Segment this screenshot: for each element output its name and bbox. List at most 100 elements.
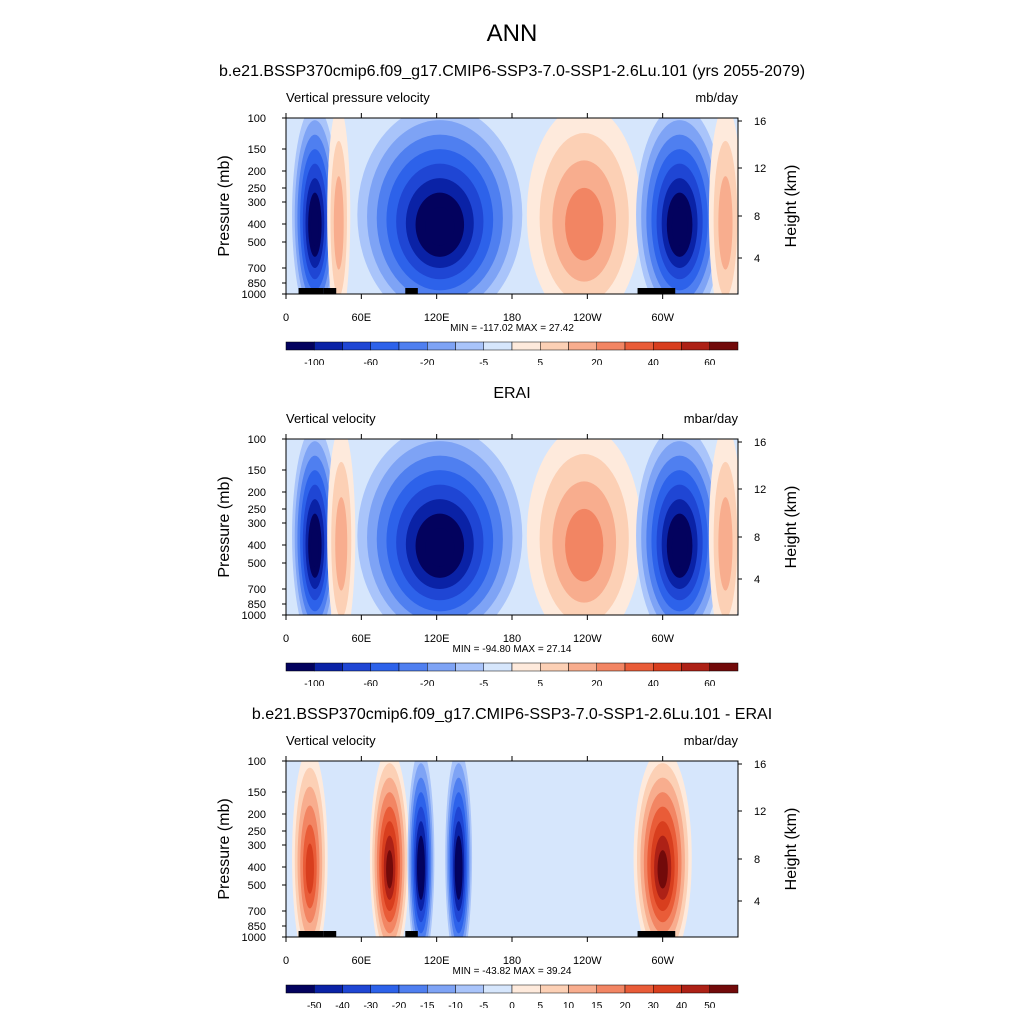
ytick-label: 100	[248, 113, 266, 125]
colorbar-label: -60	[364, 358, 379, 365]
colorbar-swatch	[285, 662, 315, 672]
colorbar-label: -30	[364, 1001, 379, 1008]
colorbar-swatch	[540, 984, 569, 994]
y-axis-label: Pressure (mb)	[216, 798, 233, 899]
east-pacific-descent-band	[565, 508, 604, 582]
ytick-right-label: 16	[754, 116, 766, 128]
colorbar-label: -20	[392, 1001, 407, 1008]
colorbar-label: 5	[537, 1001, 543, 1008]
colorbar-swatch	[398, 662, 428, 672]
south-america-diff-band	[657, 850, 668, 889]
xtick-label: 120W	[573, 955, 602, 967]
ytick-label: 700	[248, 263, 266, 275]
plot-area	[286, 118, 738, 294]
y-axis-right-label: Height (km)	[783, 486, 800, 569]
ytick-label: 850	[248, 921, 266, 933]
colorbar-swatch	[568, 341, 597, 351]
colorbar-swatch	[540, 662, 569, 672]
colorbar-swatch	[653, 341, 682, 351]
xtick-label: 60W	[651, 312, 674, 324]
ytick-label: 250	[248, 826, 266, 838]
xtick-label: 0	[283, 312, 289, 324]
panel-1-right-label: mb/day	[695, 90, 738, 105]
panel-2: Vertical velocity mbar/day 100 150 200 250 3…	[0, 406, 1024, 686]
colorbar-swatch	[624, 984, 654, 994]
ytick-right-label: 16	[754, 437, 766, 449]
panel-3-right-label: mbar/day	[683, 733, 738, 748]
maritime-diff-1-band	[418, 850, 424, 889]
colorbar-swatch	[285, 341, 315, 351]
colorbar-label: 10	[563, 1001, 575, 1008]
stats-label: MIN = -117.02 MAX = 27.42	[450, 323, 574, 334]
colorbar-swatch	[370, 341, 400, 351]
colorbar-swatch	[314, 662, 343, 672]
south-america-ascent-band	[671, 528, 688, 567]
ytick-right-label: 8	[754, 854, 760, 866]
colorbar-swatch	[653, 984, 682, 994]
colorbar-label: 0	[509, 1001, 515, 1008]
land-mask-south-america	[637, 288, 676, 294]
indian-ocean-diff-band	[386, 850, 394, 889]
colorbar-swatch	[314, 341, 343, 351]
plot-area	[286, 439, 738, 615]
atlantic-descent-band	[718, 497, 733, 591]
maritime-diff-2-band	[456, 850, 462, 889]
colorbar-swatch	[342, 662, 371, 672]
land-mask-africa	[323, 931, 337, 937]
ytick-right-label: 12	[754, 163, 766, 175]
panel-2-right-label: mbar/day	[683, 411, 738, 426]
xtick-label: 120W	[573, 312, 602, 324]
colorbar-swatch	[455, 341, 484, 351]
ytick-right-label: 16	[754, 759, 766, 771]
colorbar-swatch	[511, 984, 541, 994]
panel-3-title: b.e21.BSSP370cmip6.f09_g17.CMIP6-SSP3-7.…	[251, 706, 773, 723]
ytick-label: 200	[248, 809, 266, 821]
colorbar-swatch	[596, 341, 626, 351]
panel-2-left-label: Vertical velocity	[286, 411, 376, 426]
xtick-label: 180	[503, 633, 521, 645]
colorbar-swatch	[483, 984, 513, 994]
ytick-right-label: 8	[754, 532, 760, 544]
colorbar-swatch	[342, 984, 371, 994]
ytick-label: 850	[248, 278, 266, 290]
xtick-label: 60W	[651, 955, 674, 967]
colorbar-label: 20	[591, 358, 603, 365]
colorbar-label: 30	[648, 1001, 660, 1008]
africa-diff-band	[305, 843, 314, 894]
colorbar-label: 60	[704, 679, 716, 686]
colorbar-swatch	[568, 662, 597, 672]
colorbar-label: -60	[364, 679, 379, 686]
maritime-continent-ascent-band	[425, 207, 455, 246]
ytick-label: 1000	[242, 610, 266, 622]
colorbar-swatch	[370, 984, 400, 994]
xtick-label: 120E	[424, 312, 450, 324]
colorbar-swatch	[709, 341, 739, 351]
colorbar-label: -5	[479, 679, 488, 686]
colorbar-label: 5	[537, 679, 543, 686]
south-america-ascent-band	[671, 207, 688, 246]
ytick-label: 400	[248, 540, 266, 552]
xtick-label: 60E	[352, 633, 372, 645]
colorbar-swatch	[511, 662, 541, 672]
panel-1-left-label: Vertical pressure velocity	[286, 90, 430, 105]
ytick-label: 500	[248, 880, 266, 892]
colorbar-label: -20	[420, 679, 435, 686]
atlantic-descent-band	[718, 176, 733, 270]
colorbar-swatch	[427, 341, 456, 351]
ytick-right-label: 8	[754, 211, 760, 223]
panel-3: Vertical velocity mbar/day 100 150 200 250 3…	[0, 728, 1024, 1008]
ytick-label: 850	[248, 599, 266, 611]
ytick-label: 300	[248, 840, 266, 852]
colorbar-label: 40	[676, 1001, 688, 1008]
colorbar-swatch	[285, 984, 315, 994]
ytick-label: 700	[248, 584, 266, 596]
xtick-label: 120E	[424, 633, 450, 645]
ytick-label: 150	[248, 144, 266, 156]
land-mask-africa	[323, 288, 337, 294]
ytick-label: 400	[248, 862, 266, 874]
ytick-right-label: 4	[754, 253, 760, 265]
east-pacific-descent-band	[565, 187, 604, 261]
land-mask-south-america	[637, 931, 676, 937]
